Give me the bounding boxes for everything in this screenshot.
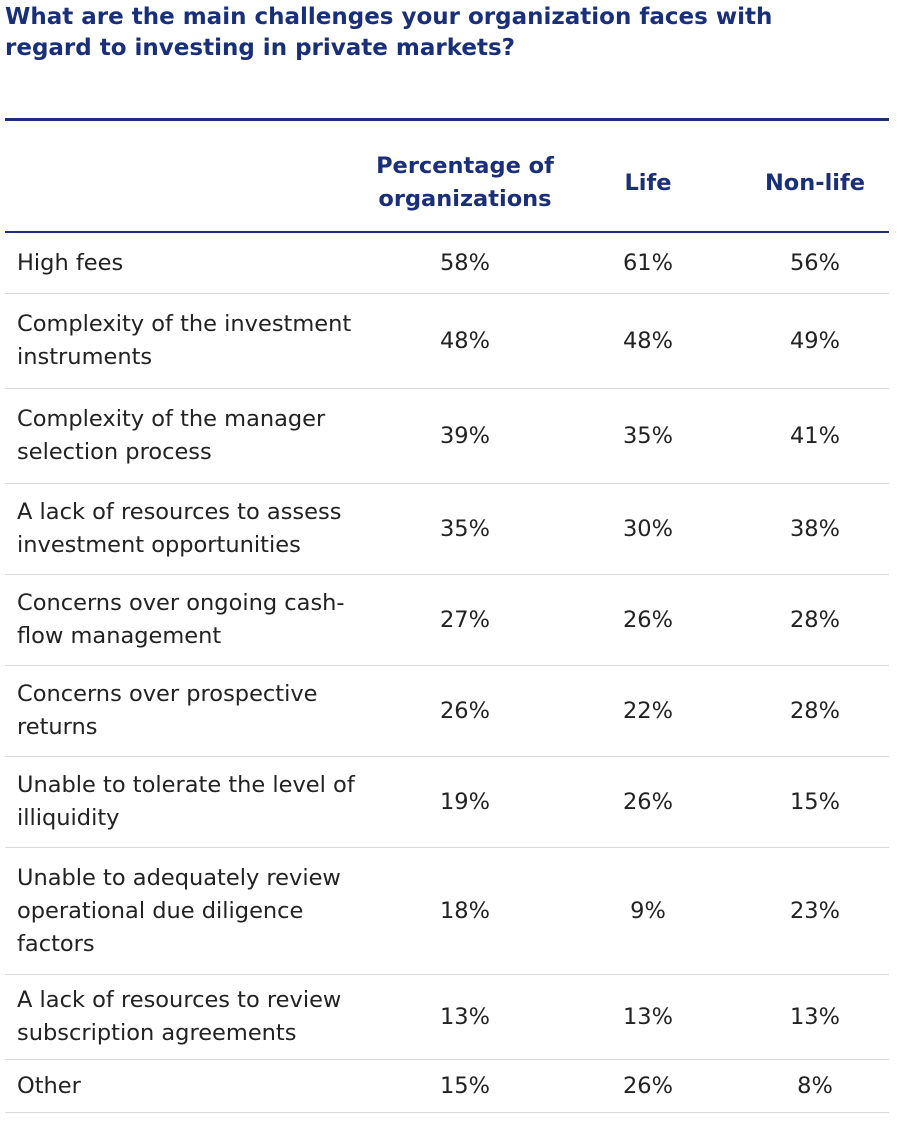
cell-non-life: 28% [741, 574, 889, 666]
cell-non-life: 8% [741, 1059, 889, 1113]
table-row: A lack of resources to review subscripti… [5, 974, 889, 1060]
table-title: What are the main challenges your organi… [5, 4, 773, 61]
row-label: A lack of resources to assess investment… [5, 483, 375, 575]
cell-percentage: 39% [375, 388, 555, 484]
table-row: Unable to adequately review operational … [5, 847, 889, 975]
cell-life: 13% [555, 974, 741, 1060]
cell-percentage: 18% [375, 847, 555, 975]
cell-life: 26% [555, 756, 741, 848]
row-label: Complexity of the manager selection proc… [5, 388, 375, 484]
cell-life: 30% [555, 483, 741, 575]
cell-non-life: 38% [741, 483, 889, 575]
cell-percentage: 27% [375, 574, 555, 666]
top-rule [5, 118, 889, 121]
cell-percentage: 58% [375, 232, 555, 294]
table-row: Concerns over ongoing cash-flow manageme… [5, 574, 889, 666]
table-row: A lack of resources to assess investment… [5, 483, 889, 575]
row-label: A lack of resources to review subscripti… [5, 974, 375, 1060]
row-label: Concerns over prospective returns [5, 665, 375, 757]
cell-life: 26% [555, 574, 741, 666]
cell-percentage: 48% [375, 293, 555, 389]
header-label [5, 135, 375, 233]
cell-percentage: 13% [375, 974, 555, 1060]
cell-life: 48% [555, 293, 741, 389]
table-row: Other 15% 26% 8% [5, 1059, 889, 1113]
cell-non-life: 56% [741, 232, 889, 294]
header-row: Percentage of organizations Life Non-lif… [5, 135, 889, 233]
cell-percentage: 26% [375, 665, 555, 757]
cell-life: 61% [555, 232, 741, 294]
row-label: Other [5, 1059, 375, 1113]
header-life: Life [555, 135, 741, 233]
row-label: Unable to tolerate the level of illiquid… [5, 756, 375, 848]
cell-percentage: 35% [375, 483, 555, 575]
table-row: Complexity of the investment instruments… [5, 293, 889, 389]
header-non-life: Non-life [741, 135, 889, 233]
cell-non-life: 13% [741, 974, 889, 1060]
table-row: Concerns over prospective returns 26% 22… [5, 665, 889, 757]
cell-percentage: 19% [375, 756, 555, 848]
cell-percentage: 15% [375, 1059, 555, 1113]
cell-non-life: 15% [741, 756, 889, 848]
cell-non-life: 49% [741, 293, 889, 389]
cell-life: 35% [555, 388, 741, 484]
table-row: High fees 58% 61% 56% [5, 232, 889, 294]
table-row: Complexity of the manager selection proc… [5, 388, 889, 484]
cell-non-life: 28% [741, 665, 889, 757]
row-label: Concerns over ongoing cash-flow manageme… [5, 574, 375, 666]
cell-life: 26% [555, 1059, 741, 1113]
cell-life: 22% [555, 665, 741, 757]
row-label: Unable to adequately review operational … [5, 847, 375, 975]
row-label: High fees [5, 232, 375, 294]
cell-non-life: 41% [741, 388, 889, 484]
cell-non-life: 23% [741, 847, 889, 975]
header-percentage: Percentage of organizations [375, 135, 555, 233]
cell-life: 9% [555, 847, 741, 975]
table-row: Unable to tolerate the level of illiquid… [5, 756, 889, 848]
row-label: Complexity of the investment instruments [5, 293, 375, 389]
challenges-table: Percentage of organizations Life Non-lif… [5, 135, 889, 1113]
